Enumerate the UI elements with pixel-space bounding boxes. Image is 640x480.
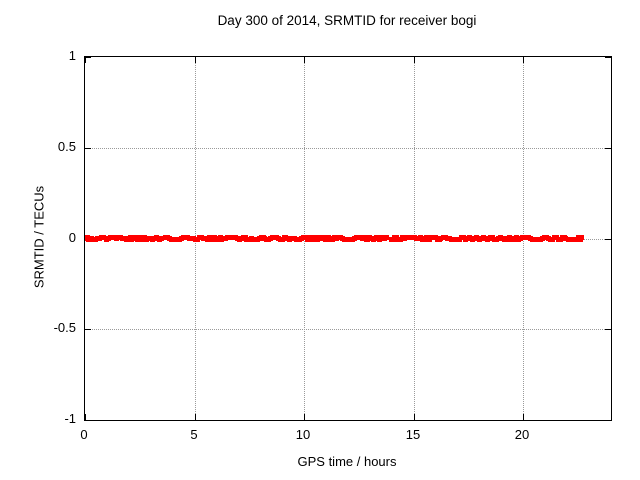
y-tick-right	[605, 329, 611, 330]
y-tick-left	[85, 148, 91, 149]
y-tick-label: 0.5	[57, 139, 76, 154]
y-tick-right	[605, 148, 611, 149]
data-point	[374, 235, 379, 240]
data-point	[246, 237, 251, 242]
y-tick-left	[85, 420, 91, 421]
data-point	[86, 237, 91, 242]
x-tick-label: 0	[80, 427, 88, 442]
x-tick-bottom	[414, 414, 415, 420]
data-point	[467, 235, 472, 240]
x-tick-top	[195, 57, 196, 63]
y-tick-label: -0.5	[53, 320, 76, 335]
chart-title: Day 300 of 2014, SRMTID for receiver bog…	[217, 13, 477, 28]
data-point	[414, 236, 419, 241]
x-tick-label: 10	[295, 427, 311, 442]
data-point	[384, 235, 389, 240]
x-tick-label: 15	[405, 427, 421, 442]
data-point	[159, 236, 164, 241]
y-tick-label: 0	[68, 230, 76, 245]
x-tick-bottom	[85, 414, 86, 420]
y-tick-left	[85, 329, 91, 330]
y-tick-right	[605, 420, 611, 421]
x-tick-bottom	[523, 414, 524, 420]
data-point	[453, 237, 458, 242]
y-tick-label: -1	[64, 411, 76, 426]
x-tick-top	[414, 57, 415, 63]
x-axis-label: GPS time / hours	[297, 454, 397, 469]
data-point	[289, 236, 294, 241]
data-point	[566, 237, 571, 242]
data-point	[101, 235, 106, 240]
data-point	[438, 236, 443, 241]
x-tick-top	[523, 57, 524, 63]
grid-line-horizontal	[85, 329, 611, 330]
x-tick-bottom	[304, 414, 305, 420]
data-point	[563, 236, 568, 241]
plot-area	[84, 56, 612, 421]
y-tick-label: 1	[68, 48, 76, 63]
y-tick-left	[85, 57, 91, 58]
x-tick-top	[304, 57, 305, 63]
y-tick-right	[605, 239, 611, 240]
y-tick-right	[605, 57, 611, 58]
x-tick-label: 5	[190, 427, 198, 442]
data-point	[579, 235, 584, 240]
grid-line-horizontal	[85, 148, 611, 149]
x-tick-label: 20	[514, 427, 530, 442]
x-tick-bottom	[195, 414, 196, 420]
y-axis-label: SRMTID / TECUs	[31, 185, 47, 289]
x-tick-top	[85, 57, 86, 63]
